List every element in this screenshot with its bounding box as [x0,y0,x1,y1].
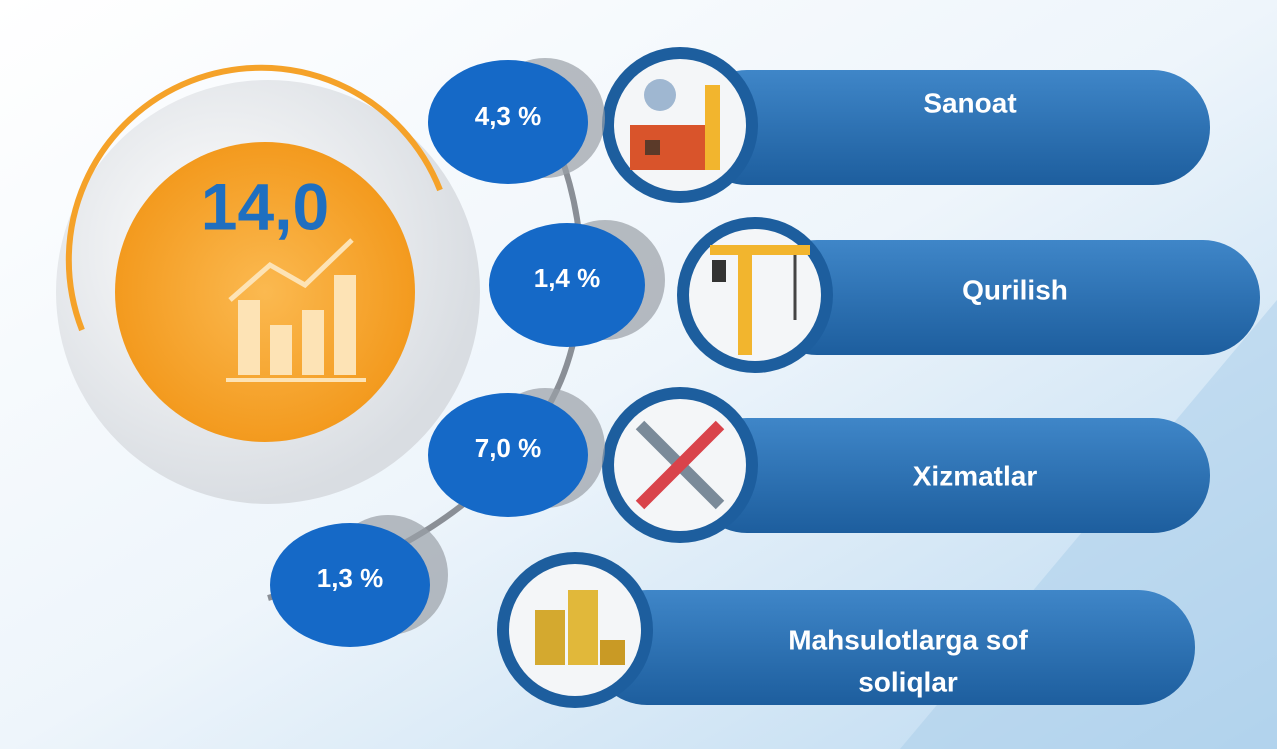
share-bubble [428,60,588,184]
share: 1,4 % [534,263,601,293]
icon-factory [602,47,758,203]
chart-icon [226,275,366,382]
pill-2 [760,240,1260,355]
share: 1,3 % [317,563,384,593]
share-bubble [489,223,645,347]
pill-3 [690,418,1210,533]
label: Qurilish [962,274,1068,305]
label: Xizmatlar [913,460,1038,491]
icon-crane [677,217,833,373]
label: Sanoat [923,87,1016,118]
label: Mahsulotlarga sof [788,624,1028,655]
icon-coins [497,552,653,708]
total: 14,0 [201,169,329,243]
share-bubble [270,523,430,647]
pill-4 [590,590,1195,705]
label: soliqlar [858,666,958,697]
pill-1 [690,70,1210,185]
share: 4,3 % [475,101,542,131]
icon-tools [602,387,758,543]
share: 7,0 % [475,433,542,463]
arc [65,64,443,332]
chart-icon-line [228,238,354,302]
share-bubble [428,393,588,517]
